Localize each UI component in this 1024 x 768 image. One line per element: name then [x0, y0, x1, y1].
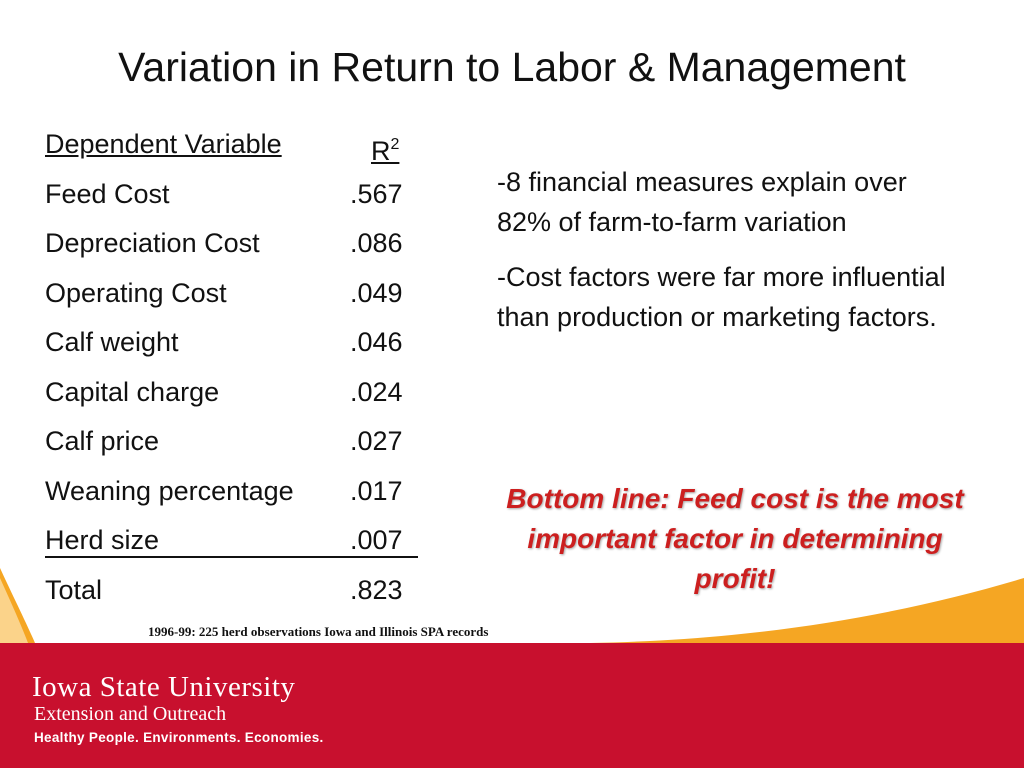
row-value: .007 — [350, 525, 403, 555]
row-label: Herd size — [45, 525, 160, 555]
footer-bar: Iowa State University Extension and Outr… — [0, 643, 1024, 768]
row-label: Depreciation Cost — [45, 228, 260, 258]
row-value: .027 — [350, 426, 403, 456]
row-value: .046 — [350, 327, 403, 357]
footer-accent-curve — [0, 568, 1024, 650]
row-value: .086 — [350, 228, 403, 258]
row-label: Capital charge — [45, 376, 220, 407]
row-value: .017 — [350, 475, 403, 506]
slide-title: Variation in Return to Labor & Managemen… — [118, 44, 906, 90]
university-logo-text: Iowa State University — [32, 671, 296, 703]
row-value: .024 — [350, 376, 403, 407]
header-r-squared: R2 — [371, 136, 400, 166]
header-dependent-variable: Dependent Variable — [45, 129, 282, 159]
row-value: .567 — [350, 178, 403, 209]
bottom-line-callout: Bottom line: Feed cost is the most impor… — [506, 483, 964, 594]
note-item: -8 financial measures explain over 82% o… — [497, 167, 907, 237]
source-footnote: 1996-99: 225 herd observations Iowa and … — [148, 624, 489, 639]
row-label: Calf weight — [45, 327, 179, 357]
row-label: Operating Cost — [45, 277, 227, 308]
row-label: Feed Cost — [45, 178, 170, 209]
notes-list: -8 financial measures explain over 82% o… — [497, 162, 967, 352]
row-label: Weaning percentage — [45, 475, 294, 506]
extension-text: Extension and Outreach — [34, 703, 227, 725]
tagline-text: Healthy People. Environments. Economies. — [34, 730, 324, 745]
note-item: -Cost factors were far more influential … — [497, 262, 946, 332]
row-value: .823 — [350, 574, 403, 605]
row-value: .049 — [350, 277, 403, 308]
table-underline — [45, 556, 418, 558]
row-label: Calf price — [45, 426, 160, 456]
row-label: Total — [45, 574, 103, 605]
